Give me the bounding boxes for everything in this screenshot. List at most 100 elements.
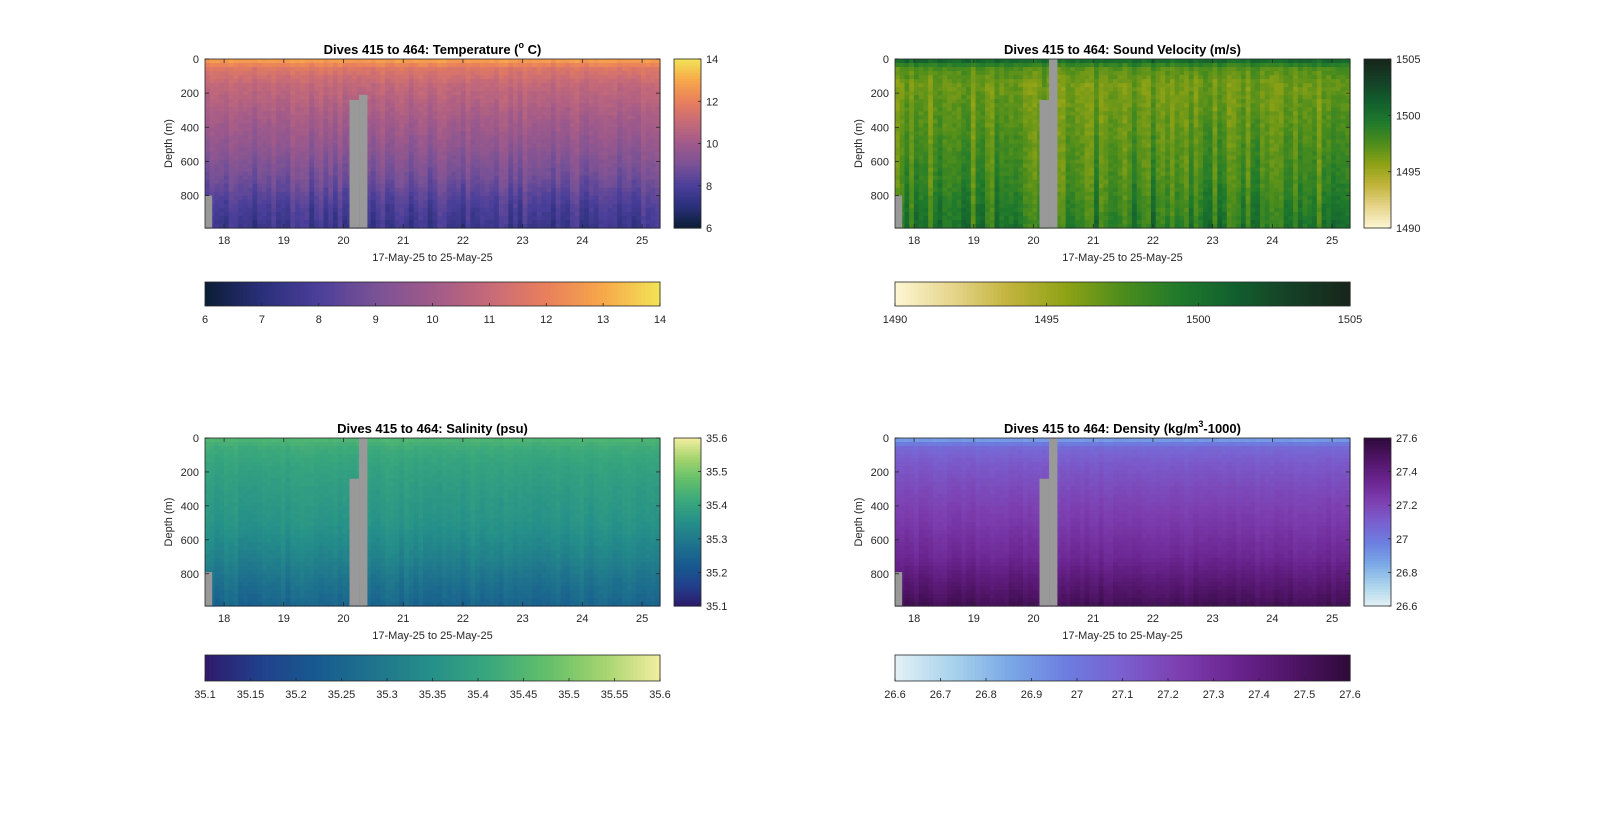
heatmap-cell	[498, 183, 505, 189]
heatmap-cell	[498, 151, 505, 157]
heatmap-cell	[404, 199, 410, 205]
heatmap-cell	[527, 123, 533, 128]
heatmap-cell	[446, 191, 453, 197]
heatmap-cell	[408, 187, 415, 193]
heatmap-cell	[565, 79, 571, 84]
heatmap-cell	[228, 199, 235, 205]
heatmap-cell	[532, 83, 538, 88]
heatmap-cell	[913, 95, 920, 100]
heatmap-cell	[565, 95, 571, 100]
heatmap-cell	[918, 183, 925, 189]
heatmap-cell	[304, 87, 310, 92]
heatmap-cell	[413, 99, 419, 104]
heatmap-cell	[966, 59, 972, 64]
heatmap-cell	[947, 87, 953, 92]
heatmap-cell	[650, 171, 656, 177]
heatmap-cell	[366, 127, 372, 133]
heatmap-cell	[460, 215, 467, 221]
heatmap-cell	[380, 143, 386, 149]
colorbar-segment	[227, 282, 233, 306]
heatmap-cell	[966, 219, 972, 225]
heatmap-cell	[951, 63, 958, 68]
heatmap-cell	[550, 127, 557, 133]
heatmap-cell	[942, 131, 948, 137]
heatmap-cell	[546, 63, 552, 68]
heatmap-cell	[951, 179, 958, 185]
heatmap-cell	[513, 195, 519, 201]
heatmap-cell	[503, 203, 509, 209]
heatmap-cell	[951, 107, 958, 112]
heatmap-cell	[261, 75, 268, 80]
heatmap-cell	[247, 175, 253, 181]
heatmap-cell	[951, 211, 958, 217]
heatmap-cell	[261, 71, 268, 76]
heatmap-cell	[276, 79, 282, 84]
heatmap-cell	[328, 123, 334, 128]
heatmap-cell	[247, 163, 253, 169]
heatmap-cell	[394, 139, 400, 145]
heatmap-cell	[470, 151, 476, 157]
heatmap-cell	[427, 171, 434, 177]
heatmap-cell	[314, 167, 320, 173]
heatmap-cell	[299, 151, 306, 157]
heatmap-cell	[228, 59, 235, 64]
heatmap-cell	[351, 67, 358, 72]
heatmap-cell	[622, 71, 628, 76]
heatmap-cell	[584, 127, 590, 133]
heatmap-cell	[418, 183, 424, 189]
heatmap-cell	[323, 167, 329, 173]
colorbar-segment	[432, 282, 437, 306]
heatmap-cell	[413, 163, 419, 169]
heatmap-cell	[645, 163, 652, 169]
heatmap-cell	[503, 67, 509, 72]
heatmap-cell	[956, 151, 962, 157]
heatmap-cell	[503, 215, 509, 221]
heatmap-cell	[961, 143, 967, 149]
heatmap-cell	[527, 195, 533, 201]
heatmap-cell	[228, 167, 235, 173]
heatmap-cell	[247, 63, 253, 68]
heatmap-cell	[536, 151, 543, 157]
heatmap-cell	[342, 87, 348, 92]
heatmap-cell	[947, 127, 953, 133]
heatmap-cell	[636, 223, 642, 229]
heatmap-cell	[285, 175, 291, 181]
heatmap-cell	[913, 155, 920, 161]
heatmap-cell	[257, 99, 263, 104]
heatmap-cell	[209, 131, 216, 137]
colorbar-segment	[216, 282, 221, 306]
x-tick-label: 20	[337, 235, 349, 247]
heatmap-cell	[332, 91, 339, 96]
heatmap-cell	[470, 167, 476, 173]
heatmap-cell	[641, 187, 647, 193]
heatmap-cell	[228, 103, 235, 108]
heatmap-cell	[389, 143, 396, 149]
heatmap-cell	[375, 223, 381, 229]
heatmap-cell	[295, 131, 301, 137]
heatmap-cell	[546, 59, 552, 64]
heatmap-cell	[617, 223, 623, 229]
heatmap-cell	[299, 159, 306, 165]
heatmap-cell	[366, 135, 372, 141]
heatmap-cell	[465, 63, 472, 68]
heatmap-cell	[584, 119, 590, 124]
heatmap-cell	[951, 183, 958, 189]
colorbar-segment	[462, 282, 468, 306]
heatmap-cell	[389, 179, 396, 185]
heatmap-cell	[257, 95, 263, 100]
heatmap-cell	[375, 191, 381, 197]
heatmap-cell	[470, 83, 476, 88]
heatmap-cell	[456, 211, 462, 217]
heatmap-cell	[375, 187, 381, 193]
heatmap-cell	[546, 215, 552, 221]
heatmap-cell	[932, 151, 939, 157]
heatmap-cell	[937, 127, 943, 133]
heatmap-cell	[223, 59, 230, 64]
heatmap-cell	[966, 115, 972, 120]
heatmap-cell	[209, 115, 216, 120]
heatmap-cell	[261, 159, 268, 165]
heatmap-cell	[261, 67, 268, 72]
heatmap-cell	[909, 183, 915, 189]
heatmap-cell	[456, 59, 462, 64]
heatmap-cell	[266, 207, 272, 213]
